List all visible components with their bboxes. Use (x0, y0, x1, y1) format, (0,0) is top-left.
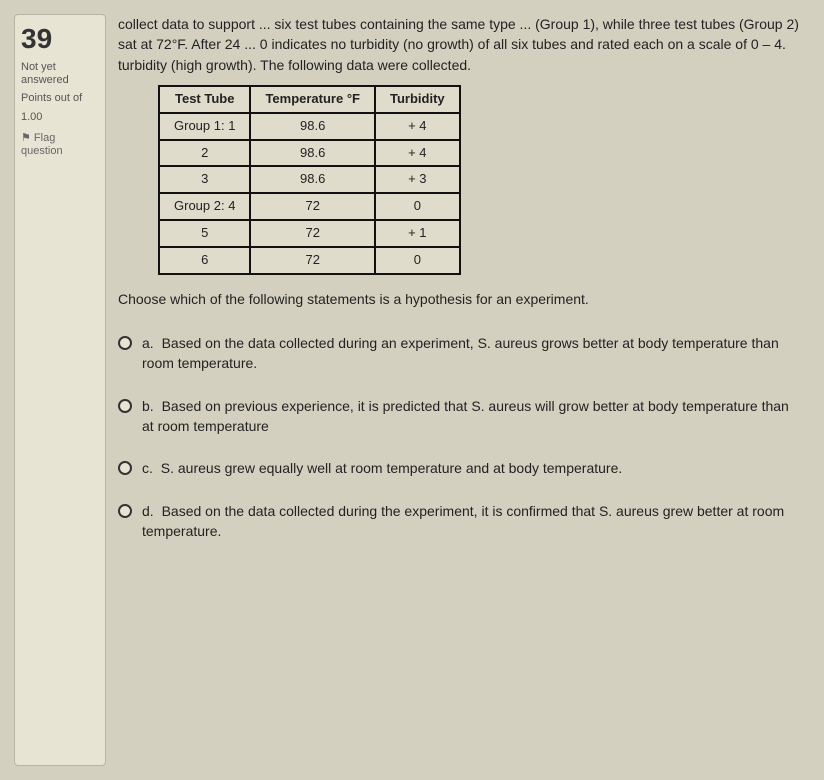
cell: 3 (159, 166, 250, 193)
cell: 72 (250, 247, 375, 274)
option-b[interactable]: b. Based on previous experience, it is p… (118, 396, 804, 437)
cell: 5 (159, 220, 250, 247)
option-letter: b. (142, 398, 154, 414)
option-text: b. Based on previous experience, it is p… (142, 396, 804, 437)
table-header-row: Test Tube Temperature °F Turbidity (159, 86, 460, 113)
option-body: S. aureus grew equally well at room temp… (161, 460, 622, 476)
data-table: Test Tube Temperature °F Turbidity Group… (158, 85, 461, 275)
table-row: 2 98.6 + 4 (159, 140, 460, 167)
question-number: 39 (21, 23, 99, 55)
cell: 98.6 (250, 140, 375, 167)
table-row: 5 72 + 1 (159, 220, 460, 247)
cell: Group 1: 1 (159, 113, 250, 140)
option-c[interactable]: c. S. aureus grew equally well at room t… (118, 458, 804, 478)
option-body: Based on the data collected during the e… (142, 503, 784, 539)
cell: 98.6 (250, 113, 375, 140)
question-stem: collect data to support ... six test tub… (118, 14, 804, 75)
cell: 72 (250, 220, 375, 247)
option-text: d. Based on the data collected during th… (142, 501, 804, 542)
table-row: Group 2: 4 72 0 (159, 193, 460, 220)
cell: Group 2: 4 (159, 193, 250, 220)
points-value: 1.00 (21, 111, 99, 124)
col-header: Temperature °F (250, 86, 375, 113)
option-body: Based on previous experience, it is pred… (142, 398, 789, 434)
col-header: Turbidity (375, 86, 460, 113)
cell: 0 (375, 247, 460, 274)
question-prompt: Choose which of the following statements… (118, 289, 804, 309)
answer-options: a. Based on the data collected during an… (118, 333, 804, 541)
flag-question-link[interactable]: ⚑ Flag question (21, 132, 99, 158)
table-row: 3 98.6 + 3 (159, 166, 460, 193)
col-header: Test Tube (159, 86, 250, 113)
option-letter: a. (142, 335, 154, 351)
option-body: Based on the data collected during an ex… (142, 335, 779, 371)
cell: + 3 (375, 166, 460, 193)
question-main: collect data to support ... six test tub… (118, 14, 810, 766)
option-a[interactable]: a. Based on the data collected during an… (118, 333, 804, 374)
option-letter: c. (142, 460, 153, 476)
question-sidebar: 39 Not yet answered Points out of 1.00 ⚑… (14, 14, 106, 766)
radio-icon[interactable] (118, 399, 132, 413)
option-d[interactable]: d. Based on the data collected during th… (118, 501, 804, 542)
cell: + 4 (375, 113, 460, 140)
table-row: Group 1: 1 98.6 + 4 (159, 113, 460, 140)
radio-icon[interactable] (118, 461, 132, 475)
cell: + 1 (375, 220, 460, 247)
cell: 2 (159, 140, 250, 167)
table-row: 6 72 0 (159, 247, 460, 274)
radio-icon[interactable] (118, 504, 132, 518)
option-letter: d. (142, 503, 154, 519)
cell: + 4 (375, 140, 460, 167)
cell: 72 (250, 193, 375, 220)
option-text: a. Based on the data collected during an… (142, 333, 804, 374)
radio-icon[interactable] (118, 336, 132, 350)
cell: 0 (375, 193, 460, 220)
option-text: c. S. aureus grew equally well at room t… (142, 458, 804, 478)
cell: 98.6 (250, 166, 375, 193)
table-body: Group 1: 1 98.6 + 4 2 98.6 + 4 3 98.6 + … (159, 113, 460, 274)
cell: 6 (159, 247, 250, 274)
quiz-page: 39 Not yet answered Points out of 1.00 ⚑… (0, 0, 824, 780)
answer-status: Not yet answered (21, 61, 99, 87)
points-label: Points out of (21, 92, 99, 105)
